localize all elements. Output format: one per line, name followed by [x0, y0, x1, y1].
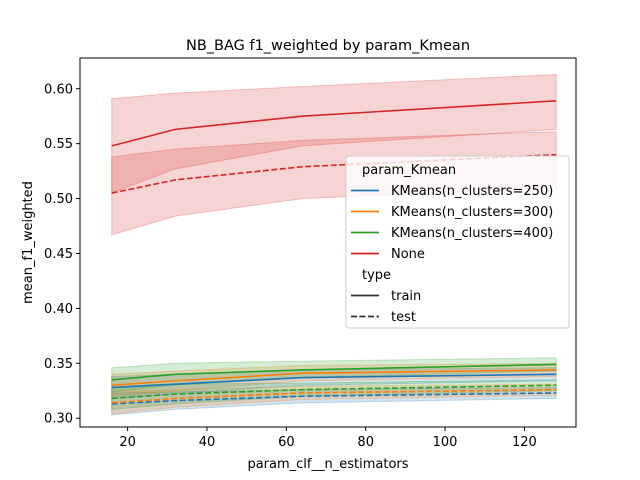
y-tick-label: 0.55	[44, 137, 73, 152]
y-tick-label: 0.35	[44, 357, 73, 372]
y-tick-label: 0.30	[44, 412, 73, 427]
line-train-2	[111, 363, 557, 381]
legend-box	[345, 155, 570, 329]
x-axis: 20 40 60 80 100 120	[119, 427, 537, 450]
legend-style-title: type	[362, 268, 391, 283]
y-axis: 0.30 0.35 0.40 0.45 0.50 0.55 0.60	[44, 82, 80, 427]
y-tick-label: 0.45	[44, 247, 73, 262]
x-tick-label: 80	[357, 435, 374, 450]
x-tick-label: 40	[199, 435, 216, 450]
chart-title: NB_BAG f1_weighted by param_Kmean	[186, 38, 470, 54]
y-tick-label: 0.40	[44, 302, 73, 317]
line-train-3	[111, 100, 557, 147]
y-tick-label: 0.50	[44, 192, 73, 207]
confidence-bands	[111, 73, 557, 416]
line-test-2	[111, 384, 557, 400]
legend-entry-0: KMeans(n_clusters=250)	[391, 184, 553, 199]
y-axis-label: mean_f1_weighted	[21, 181, 36, 304]
x-axis-label: param_clf__n_estimators	[247, 457, 408, 472]
x-tick-label: 60	[278, 435, 295, 450]
line-test-1	[111, 388, 557, 404]
legend-entry-test: test	[391, 310, 416, 325]
plot-frame	[79, 57, 577, 428]
line-train-0	[111, 373, 557, 389]
y-tick-label: 0.60	[44, 82, 73, 97]
legend-hue-title: param_Kmean	[362, 163, 456, 178]
legend-entry-2: KMeans(n_clusters=400)	[391, 226, 553, 241]
x-tick-label: 100	[433, 435, 458, 450]
band-train-3	[111, 73, 557, 194]
line-test-0	[111, 392, 557, 405]
legend: param_Kmean KMeans(n_clusters=250) KMeans(…	[345, 155, 570, 329]
x-tick-label: 120	[512, 435, 537, 450]
legend-entry-3: None	[391, 247, 425, 262]
legend-entry-train: train	[391, 289, 421, 304]
legend-entry-1: KMeans(n_clusters=300)	[391, 205, 553, 220]
x-tick-label: 20	[119, 435, 136, 450]
line-train-1	[111, 369, 557, 387]
